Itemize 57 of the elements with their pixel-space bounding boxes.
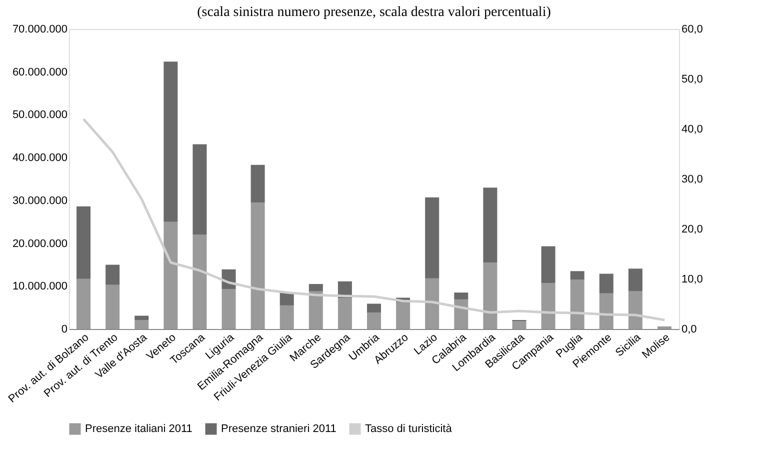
bar — [628, 291, 642, 329]
bar — [628, 268, 642, 292]
bar — [76, 278, 91, 329]
legend-label: Presenze stranieri 2011 — [221, 423, 336, 435]
bar — [192, 234, 207, 329]
bar — [250, 202, 265, 329]
bar — [280, 292, 294, 306]
y2-tick-label: 10,0 — [682, 274, 703, 286]
y2-tick-label: 40,0 — [682, 124, 703, 136]
chart-title: (scala sinistra numero presenze, scala destra valori percentuali) — [197, 5, 552, 20]
bar — [134, 320, 149, 329]
bar — [164, 222, 178, 329]
bar — [599, 293, 614, 329]
bar — [570, 271, 584, 280]
bar — [657, 326, 672, 329]
y-tick-label: 60.000.000 — [12, 66, 68, 78]
bar — [134, 316, 149, 320]
line-series — [82, 118, 666, 322]
bar — [106, 284, 120, 329]
legend-label: Tasso di turisticità — [365, 423, 453, 435]
bar — [570, 280, 584, 329]
y-tick-label: 50.000.000 — [12, 109, 68, 122]
bar — [483, 188, 498, 263]
y-tick-label: 70.000.000 — [12, 24, 68, 36]
bar — [599, 274, 614, 294]
bar — [192, 144, 207, 235]
bar — [454, 299, 468, 329]
bar — [280, 305, 294, 329]
y2-tick-label: 60,0 — [682, 24, 703, 36]
bar — [512, 321, 526, 329]
bar — [164, 62, 178, 222]
bar — [483, 262, 498, 329]
bar — [367, 312, 381, 329]
bar — [106, 264, 120, 285]
y-tick-label: 0 — [61, 324, 68, 336]
bar — [308, 291, 323, 329]
bar — [425, 278, 440, 329]
y2-tick-label: 0,0 — [682, 324, 697, 336]
bar — [338, 298, 352, 329]
bar — [396, 302, 410, 329]
legend-label: Presenze italiani 2011 — [85, 423, 192, 435]
bar — [541, 246, 556, 284]
bar — [76, 206, 91, 279]
bar — [308, 284, 323, 292]
bar — [454, 292, 468, 300]
y-tick-label: 30.000.000 — [12, 194, 68, 207]
y2-tick-label: 50,0 — [682, 74, 703, 86]
y-tick-label: 20.000.000 — [12, 238, 68, 250]
y-tick-label: 10.000.000 — [12, 280, 68, 293]
bar — [222, 289, 236, 329]
y2-tick-label: 20,0 — [682, 224, 703, 236]
bar — [367, 304, 381, 313]
bar — [250, 164, 265, 203]
bar — [541, 283, 556, 329]
bar — [425, 197, 440, 278]
y2-tick-label: 30,0 — [682, 174, 703, 186]
y-tick-label: 40.000.000 — [12, 152, 68, 164]
